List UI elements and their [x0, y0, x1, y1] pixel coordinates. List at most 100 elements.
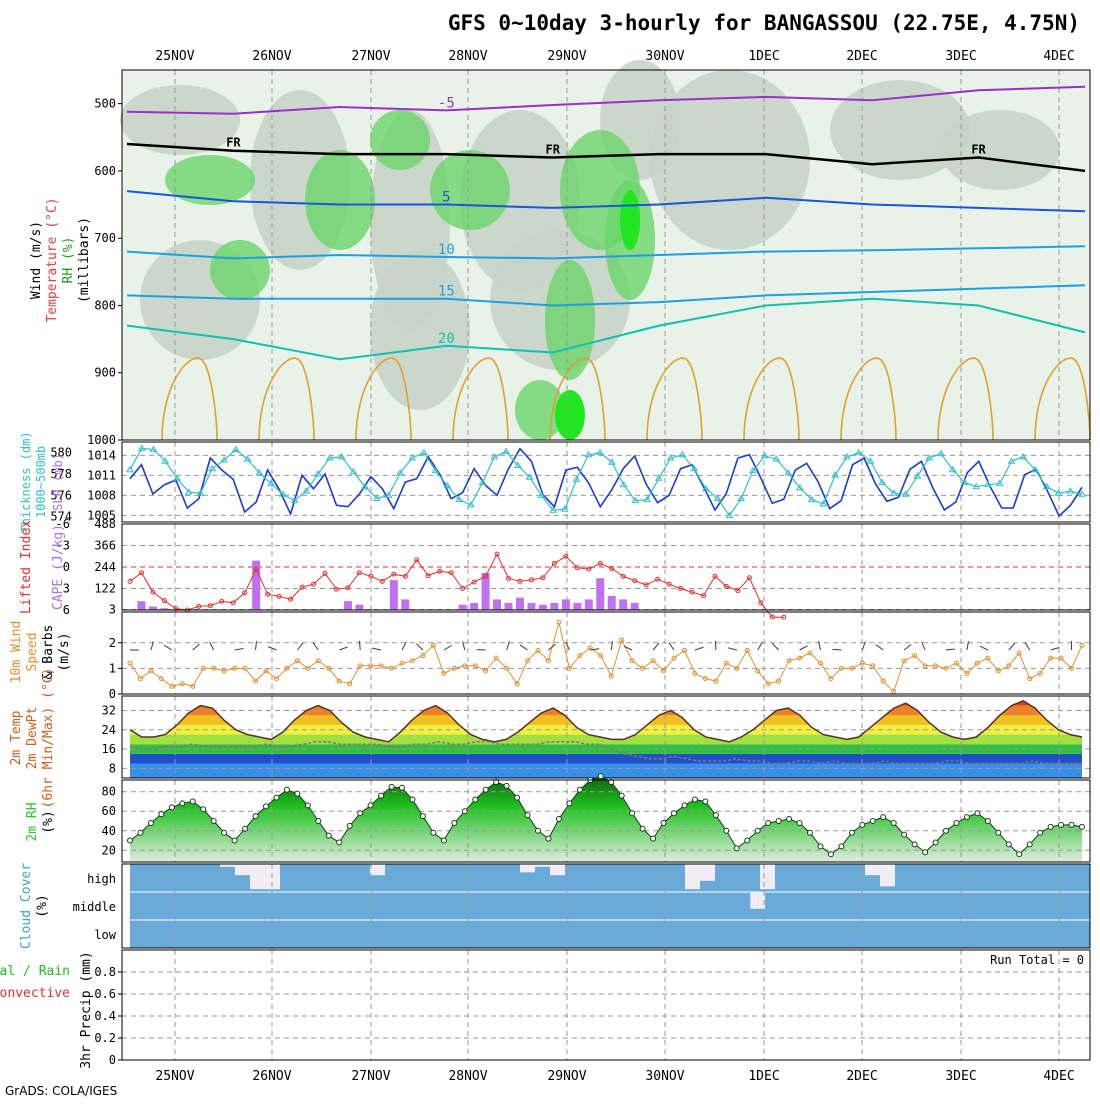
cape-bar	[608, 596, 616, 610]
temp-band	[122, 735, 1090, 745]
rh-point	[400, 785, 405, 790]
rh-point	[379, 793, 384, 798]
cloud-clear-segment	[873, 864, 881, 875]
bottom-date-label: 29NOV	[547, 1069, 586, 1084]
rh-point	[201, 807, 206, 812]
rh-point	[692, 797, 697, 802]
cloud-clear-segment	[768, 864, 776, 889]
cloud-clear-segment	[700, 864, 708, 881]
cape-bar	[401, 599, 409, 610]
rh-point	[305, 803, 310, 808]
rh-point	[358, 811, 363, 816]
temp-color-bands	[122, 696, 1090, 778]
rh-point	[368, 803, 373, 808]
rh-point	[881, 815, 886, 820]
y-axis-label: (millibars)	[77, 217, 92, 303]
rh-point	[462, 809, 467, 814]
y-tick-label: 600	[94, 164, 116, 178]
rh-point	[797, 820, 802, 825]
rh-point	[860, 822, 865, 827]
panel-frame	[122, 612, 1090, 694]
rh-point	[546, 836, 551, 841]
cape-tick-label: 488	[94, 517, 116, 531]
wind-barb	[967, 641, 969, 650]
rh-point	[347, 823, 352, 828]
freezing-level-label: FR	[971, 142, 986, 156]
y-axis-label: CAPE (J/kg)	[51, 524, 66, 610]
rh-point	[169, 805, 174, 810]
rh-point	[1027, 842, 1032, 847]
cape-bar	[573, 603, 581, 610]
wind-barb	[1025, 642, 1030, 650]
top-date-label: 28NOV	[448, 49, 487, 64]
cape-bar	[539, 605, 547, 610]
cloud-clear-segment	[685, 864, 693, 889]
cape-bar	[355, 605, 363, 610]
rh-moderate-area	[940, 110, 1060, 190]
rh-point	[1017, 852, 1022, 857]
rh-point	[337, 840, 342, 845]
rh-high-area	[370, 110, 430, 170]
rh-point	[431, 830, 436, 835]
rh-point	[724, 828, 729, 833]
rh-point	[734, 846, 739, 851]
wind-barb	[653, 643, 659, 650]
rh-point	[975, 811, 980, 816]
wind-speed-point	[128, 661, 132, 665]
top-date-label: 29NOV	[547, 49, 586, 64]
rh-point	[536, 828, 541, 833]
cloud-clear-segment	[750, 892, 757, 909]
y-tick-label: 80	[102, 785, 116, 799]
cape-tick-label: 244	[94, 560, 116, 574]
rh-point	[985, 819, 990, 824]
cape-bar	[585, 599, 593, 610]
cloud-clear-segment	[693, 864, 701, 889]
rh-point	[253, 814, 258, 819]
slp-line	[130, 449, 1082, 516]
top-date-label: 30NOV	[645, 49, 684, 64]
slp-tick-label: 1011	[87, 468, 116, 482]
rh-point	[912, 842, 917, 847]
credit-label: GrADS: COLA/IGES	[5, 1084, 117, 1098]
wind-barb	[876, 645, 883, 650]
rh-point	[870, 819, 875, 824]
wind-barb	[624, 646, 632, 650]
rh-point	[567, 801, 572, 806]
panel-frame	[122, 950, 1090, 1060]
rh-point	[577, 787, 582, 792]
rh-point	[556, 817, 561, 822]
cape-bar	[619, 599, 627, 610]
cloud-clear-segment	[888, 864, 896, 886]
rh-point	[839, 844, 844, 849]
rh-point	[473, 797, 478, 802]
rh-point	[902, 832, 907, 837]
y-axis-label: Thickness (dm)	[19, 431, 33, 532]
rh-point	[818, 844, 823, 849]
y-tick-label: 0.4	[94, 1009, 116, 1023]
rh-point	[128, 838, 133, 843]
precip-legend-total: Total / Rain	[0, 964, 70, 979]
rh-point	[389, 784, 394, 789]
rh-point	[222, 830, 227, 835]
bottom-date-label: 25NOV	[155, 1069, 194, 1084]
wind-barb	[1009, 643, 1015, 650]
cape-bar	[344, 601, 352, 610]
y-tick-label: 40	[102, 824, 116, 838]
cloud-layer-label: middle	[73, 900, 116, 914]
y-tick-label: 32	[102, 703, 116, 717]
y-tick-label: 0	[109, 687, 116, 701]
cloud-clear-segment	[243, 864, 251, 875]
cape-bar	[562, 599, 570, 610]
thickness-line	[130, 448, 1082, 515]
cloud-clear-segment	[235, 864, 243, 875]
wind-barb	[313, 643, 318, 650]
rh-point	[964, 815, 969, 820]
wind-barb	[193, 644, 200, 650]
lifted-index-point	[128, 579, 132, 583]
wind-barb	[800, 646, 808, 650]
y-tick-label: 500	[94, 97, 116, 111]
rh-point	[483, 787, 488, 792]
